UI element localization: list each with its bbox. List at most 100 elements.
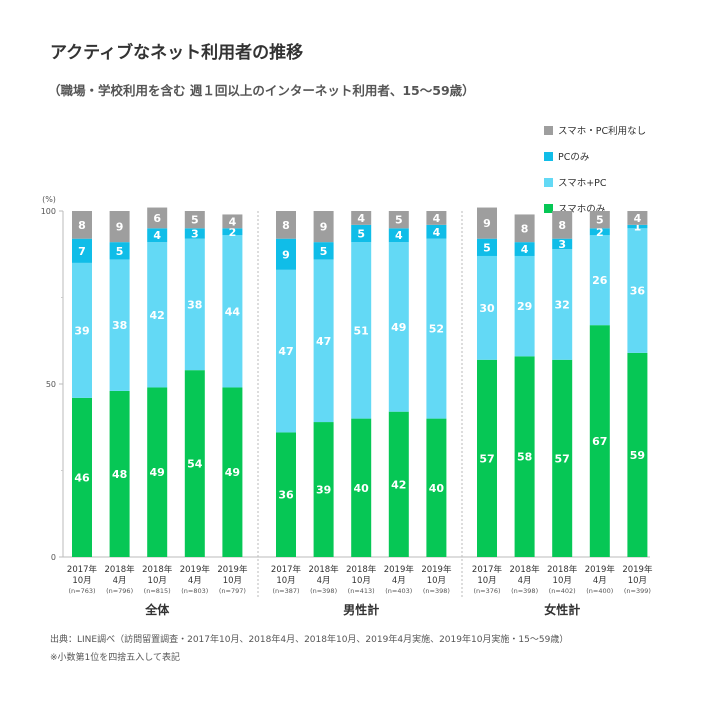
- bar-value-label: 6: [153, 212, 161, 225]
- x-tick-label-year: 2017年: [271, 564, 302, 575]
- bar-segment: [276, 432, 296, 557]
- x-tick-label-month: 4月: [113, 576, 127, 586]
- bar-value-label: 9: [282, 248, 290, 261]
- bar-segment: [514, 356, 535, 557]
- bar-value-label: 59: [630, 449, 645, 462]
- bar-segment: [589, 211, 610, 229]
- x-tick-label-n: (n=400): [586, 587, 613, 595]
- x-tick-label-month: 4月: [317, 576, 331, 586]
- bar-value-label: 9: [116, 221, 124, 234]
- chart-subtitle: （職場・学校利用を含む 週１回以上のインターネット利用者、15〜59歳）: [48, 83, 475, 98]
- bar-value-label: 5: [357, 227, 365, 240]
- bar-segment: [72, 238, 92, 263]
- bar-segment: [627, 224, 648, 229]
- bar-value-label: 46: [74, 471, 90, 484]
- x-tick-label-year: 2018年: [105, 564, 136, 575]
- bar-segment: [184, 370, 205, 557]
- x-tick-label-year: 2017年: [472, 564, 503, 575]
- bar-segment: [627, 211, 648, 225]
- bar-segment: [426, 418, 447, 557]
- x-tick-label-month: 10月: [427, 576, 446, 586]
- bar-value-label: 29: [517, 300, 532, 313]
- group-label: 女性計: [544, 602, 580, 617]
- bar-segment: [589, 228, 610, 236]
- bar-segment: [589, 235, 610, 326]
- bar-segment: [426, 211, 447, 225]
- bar-segment: [552, 249, 573, 360]
- bar-segment: [313, 259, 334, 423]
- bar-segment: [222, 228, 243, 236]
- bar-segment: [109, 242, 130, 260]
- bar-segment: [276, 211, 296, 239]
- chart-title: アクティブなネット利用者の推移: [50, 43, 304, 63]
- bar-segment: [477, 238, 497, 256]
- bar-value-label: 42: [391, 478, 406, 491]
- x-tick-label-year: 2018年: [309, 564, 340, 575]
- bar-value-label: 5: [191, 214, 199, 227]
- y-tick-label: 50: [46, 380, 56, 389]
- bar-segment: [351, 224, 372, 243]
- x-tick-label-n: (n=803): [181, 587, 208, 595]
- bar-value-label: 52: [429, 323, 444, 336]
- bar-value-label: 49: [391, 321, 406, 334]
- bar-value-label: 8: [558, 219, 566, 232]
- x-tick-label-month: 10月: [628, 576, 647, 586]
- bar-value-label: 39: [74, 324, 89, 337]
- bar-segment: [313, 422, 334, 557]
- bar-value-label: 49: [150, 466, 165, 479]
- bar-segment: [72, 397, 92, 557]
- bar-value-label: 57: [479, 452, 494, 465]
- bar-segment: [627, 352, 648, 557]
- bar-segment: [147, 228, 168, 243]
- bar-value-label: 4: [433, 212, 441, 225]
- bar-segment: [184, 238, 205, 371]
- bar-value-label: 4: [229, 215, 237, 228]
- bar-value-label: 42: [150, 309, 165, 322]
- x-tick-label-month: 10月: [477, 576, 496, 586]
- bar-value-label: 49: [225, 466, 240, 479]
- x-tick-label-n: (n=763): [68, 587, 95, 595]
- source-note: 出典：LINE調べ（訪問留置調査・2017年10月、2018年4月、2018年1…: [50, 635, 569, 645]
- bar-value-label: 9: [483, 217, 491, 230]
- bar-value-label: 5: [483, 241, 491, 254]
- x-tick-label-n: (n=398): [511, 587, 538, 595]
- bar-segment: [477, 255, 497, 360]
- legend-item: スマホ+PC: [544, 176, 646, 189]
- legend-label: スマホのみ: [558, 204, 606, 215]
- x-tick-label-n: (n=398): [310, 587, 337, 595]
- bar-value-label: 8: [282, 219, 290, 232]
- legend-item: スマホ・PC利用なし: [544, 124, 646, 137]
- x-tick-label-n: (n=796): [106, 587, 133, 595]
- x-tick-label-month: 10月: [72, 576, 91, 586]
- legend-label: スマホ+PC: [558, 178, 607, 189]
- bar-value-label: 5: [116, 245, 124, 258]
- bar-value-label: 4: [395, 229, 403, 242]
- legend-swatch: [544, 151, 553, 161]
- bar-segment: [552, 238, 573, 250]
- bar-segment: [222, 214, 243, 229]
- bar-value-label: 4: [357, 212, 365, 225]
- x-tick-label-n: (n=413): [348, 587, 375, 595]
- bar-value-label: 7: [78, 245, 86, 258]
- bar-segment: [184, 228, 205, 239]
- bar-value-label: 9: [320, 221, 328, 234]
- x-tick-label-year: 2017年: [67, 564, 98, 575]
- legend-label: PCのみ: [558, 152, 590, 163]
- bar-segment: [514, 255, 535, 357]
- bar-segment: [147, 387, 168, 557]
- bar-segment: [514, 242, 535, 256]
- legend-item: PCのみ: [544, 150, 646, 163]
- bar-value-label: 51: [354, 324, 369, 337]
- x-tick-label-year: 2019年: [384, 564, 415, 575]
- bar-value-label: 38: [187, 298, 202, 311]
- bar-value-label: 40: [354, 482, 370, 495]
- bar-segment: [72, 211, 92, 239]
- bar-segment: [222, 235, 243, 388]
- bar-value-label: 4: [153, 229, 161, 242]
- bar-value-label: 3: [191, 227, 199, 240]
- x-tick-label-month: 10月: [223, 576, 242, 586]
- bar-value-label: 39: [316, 484, 331, 497]
- bar-segment: [351, 242, 372, 419]
- bar-segment: [426, 224, 447, 239]
- bar-segment: [313, 242, 334, 260]
